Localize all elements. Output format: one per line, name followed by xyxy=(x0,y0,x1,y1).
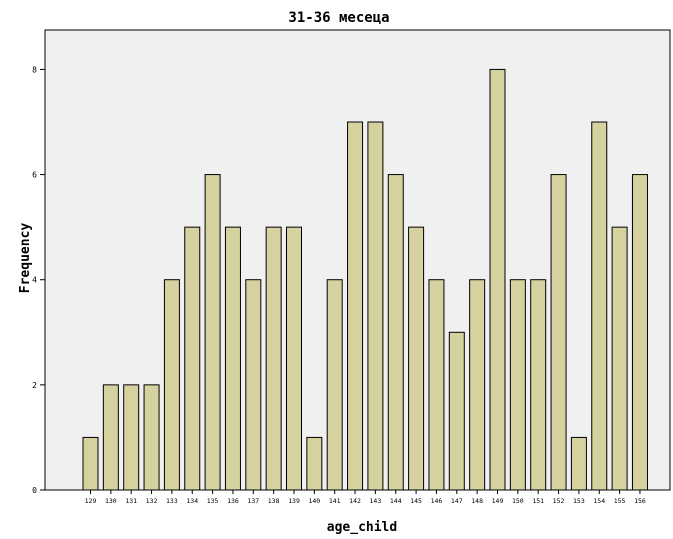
x-tick-label: 153 xyxy=(573,497,585,505)
bar-143 xyxy=(367,121,384,491)
x-tick-label: 134 xyxy=(186,497,198,505)
bar-154 xyxy=(591,121,608,491)
y-axis-label: Frequency xyxy=(18,223,33,294)
bar-130 xyxy=(102,384,119,491)
bar-145 xyxy=(408,226,425,491)
x-tick-label: 144 xyxy=(390,497,402,505)
bar-138 xyxy=(265,226,282,491)
bar-155 xyxy=(611,226,628,491)
bar-132 xyxy=(143,384,160,491)
x-tick-label: 142 xyxy=(349,497,361,505)
x-tick-label: 151 xyxy=(532,497,544,505)
x-tick-label: 135 xyxy=(207,497,219,505)
x-tick-label: 141 xyxy=(329,497,341,505)
bar-141 xyxy=(326,279,343,491)
bar-136 xyxy=(224,226,241,491)
y-tick-label: 0 xyxy=(32,486,37,495)
x-ticks-group: 129 130 131 132 133 134 135 136 137 138 139 140 141 1… xyxy=(85,490,646,505)
bar-149 xyxy=(489,68,506,491)
y-tick-label: 8 xyxy=(32,65,37,74)
bar-146 xyxy=(428,279,445,491)
x-tick-label: 150 xyxy=(512,497,524,505)
x-tick-label: 130 xyxy=(105,497,117,505)
x-tick-label: 140 xyxy=(308,497,320,505)
bar-148 xyxy=(469,279,486,491)
x-tick-label: 133 xyxy=(166,497,178,505)
y-tick-label: 2 xyxy=(32,381,37,390)
x-tick-label: 154 xyxy=(593,497,605,505)
x-tick-label: 138 xyxy=(268,497,280,505)
bar-142 xyxy=(347,121,364,491)
x-tick-label: 156 xyxy=(634,497,646,505)
x-tick-label: 136 xyxy=(227,497,239,505)
x-tick-label: 149 xyxy=(492,497,504,505)
x-tick-label: 137 xyxy=(247,497,259,505)
bars-group xyxy=(82,68,648,491)
bar-131 xyxy=(123,384,140,491)
bar-133 xyxy=(163,279,180,491)
x-tick-label: 146 xyxy=(431,497,443,505)
bar-152 xyxy=(550,174,567,491)
y-tick-label: 4 xyxy=(32,276,37,285)
y-tick-label: 6 xyxy=(32,171,37,180)
y-ticks-group: 0 2 4 6 8 xyxy=(32,65,45,495)
x-tick-label: 152 xyxy=(553,497,565,505)
x-tick-label: 139 xyxy=(288,497,300,505)
bar-140 xyxy=(306,436,323,491)
bar-150 xyxy=(509,279,526,491)
bar-135 xyxy=(204,174,221,491)
bar-129 xyxy=(82,436,99,491)
x-tick-label: 129 xyxy=(85,497,97,505)
chart-title: 31-36 месеца xyxy=(288,10,389,26)
x-axis-label: age_child xyxy=(327,520,397,535)
bar-153 xyxy=(570,436,587,491)
x-tick-label: 131 xyxy=(125,497,137,505)
bar-156 xyxy=(631,174,648,491)
x-tick-label: 148 xyxy=(471,497,483,505)
bar-139 xyxy=(286,226,302,491)
x-tick-label: 147 xyxy=(451,497,463,505)
x-tick-label: 155 xyxy=(614,497,626,505)
x-tick-label: 143 xyxy=(370,497,382,505)
bar-147 xyxy=(448,331,465,491)
bar-151 xyxy=(530,279,547,491)
x-tick-label: 145 xyxy=(410,497,422,505)
bar-134 xyxy=(184,226,201,491)
bar-144 xyxy=(387,174,404,491)
x-tick-label: 132 xyxy=(146,497,158,505)
bar-137 xyxy=(245,279,262,491)
